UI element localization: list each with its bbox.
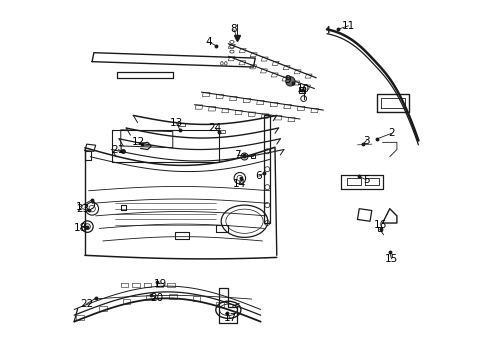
Text: 10: 10 [297,84,309,94]
Text: 13: 13 [169,118,183,128]
Text: 16: 16 [373,220,386,230]
Bar [122,299,130,304]
Bar [76,315,83,320]
Text: 6: 6 [255,171,262,181]
Bar [169,294,177,299]
Text: 17: 17 [223,313,236,323]
Text: 2: 2 [387,129,394,138]
Text: 19: 19 [153,279,166,289]
Text: 24: 24 [208,123,221,133]
Text: 3: 3 [363,136,369,145]
Text: 14: 14 [232,179,245,189]
Text: 11: 11 [341,21,354,31]
Text: 9: 9 [284,75,290,85]
Text: 12: 12 [132,138,145,147]
Text: 22: 22 [80,299,93,309]
Circle shape [285,77,294,86]
Text: 15: 15 [384,254,397,264]
Bar [99,306,107,311]
Text: 20: 20 [150,293,163,303]
Bar [215,302,223,307]
Text: 5: 5 [363,175,369,185]
Text: 23: 23 [76,204,89,214]
Bar [192,296,200,301]
Text: 8: 8 [230,24,237,35]
Text: 21: 21 [111,144,124,154]
Text: 4: 4 [205,37,211,47]
Text: 1: 1 [76,202,82,212]
Text: 18: 18 [74,224,87,233]
Bar [145,295,153,300]
Text: 7: 7 [234,150,240,160]
